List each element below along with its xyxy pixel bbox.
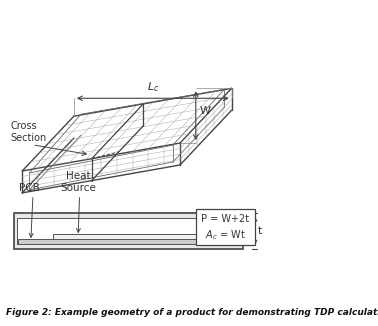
- Bar: [196, 209, 255, 244]
- Text: Cross
Section: Cross Section: [11, 121, 47, 143]
- Bar: [53, 234, 214, 239]
- Text: t: t: [258, 226, 263, 236]
- Text: P = W+2t: P = W+2t: [201, 214, 249, 224]
- Text: $A_c$ = Wt: $A_c$ = Wt: [205, 228, 246, 242]
- Text: W: W: [199, 106, 211, 116]
- Bar: [17, 218, 240, 244]
- Bar: [18, 239, 239, 244]
- Text: $L_c$: $L_c$: [147, 81, 159, 94]
- Text: Figure 2: Example geometry of a product for demonstrating TDP calculations: Figure 2: Example geometry of a product …: [6, 308, 378, 317]
- Bar: [14, 213, 243, 249]
- Text: Heat
Source: Heat Source: [60, 171, 96, 193]
- Text: PCB: PCB: [19, 183, 40, 193]
